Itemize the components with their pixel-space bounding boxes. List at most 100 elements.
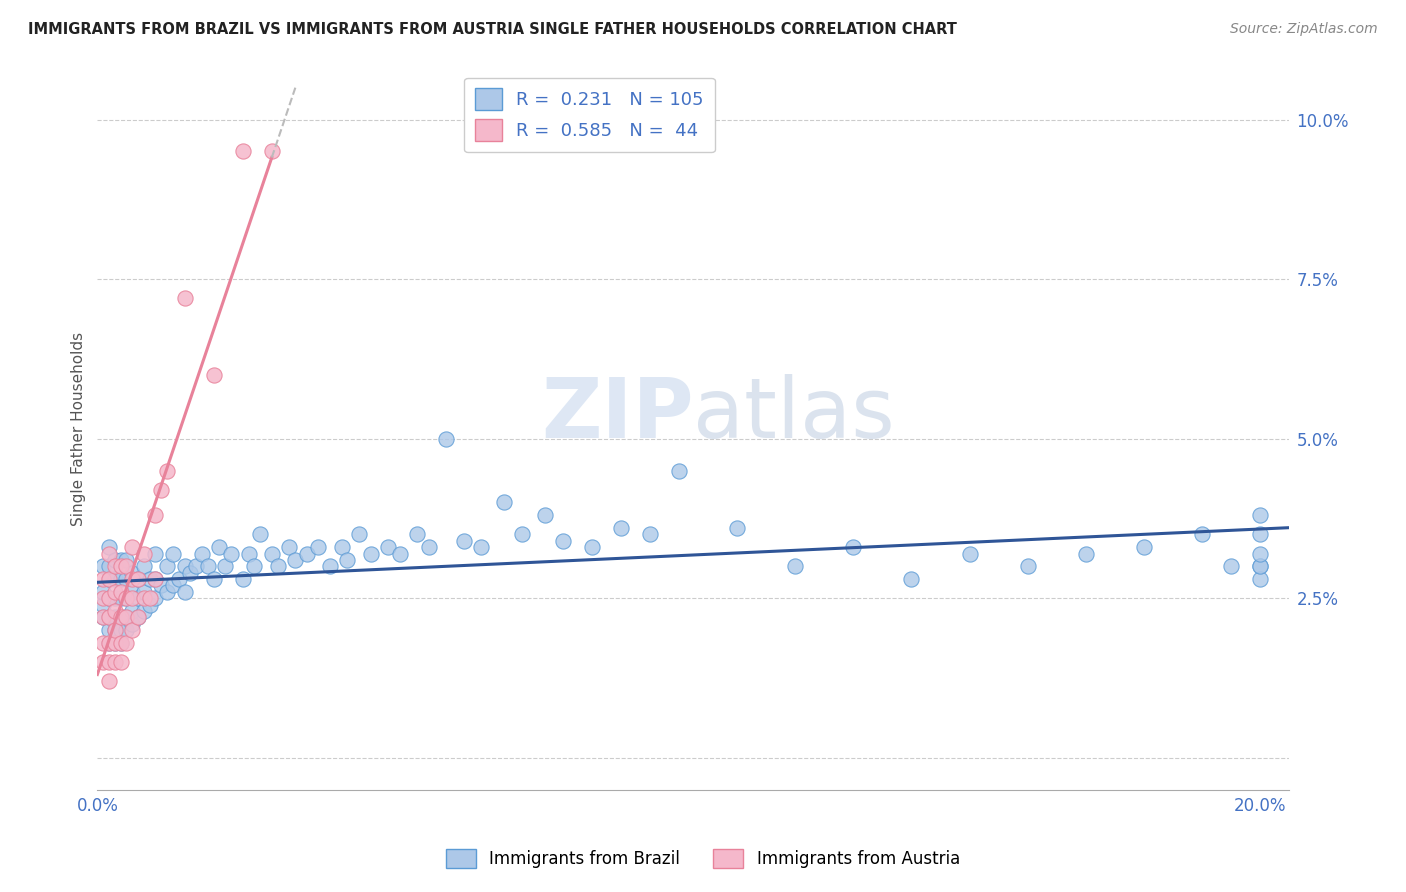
Point — [167, 572, 190, 586]
Point — [98, 540, 121, 554]
Point — [360, 547, 382, 561]
Point — [98, 636, 121, 650]
Point — [145, 547, 167, 561]
Point — [110, 655, 132, 669]
Point — [127, 572, 149, 586]
Point — [319, 559, 342, 574]
Point — [145, 591, 167, 606]
Point — [104, 610, 127, 624]
Point — [115, 610, 138, 624]
Point — [406, 527, 429, 541]
Point — [494, 495, 516, 509]
Legend: R =  0.231   N = 105, R =  0.585   N =  44: R = 0.231 N = 105, R = 0.585 N = 44 — [464, 78, 714, 153]
Point — [150, 483, 173, 497]
Point — [104, 636, 127, 650]
Point — [470, 540, 492, 554]
Point — [91, 591, 114, 606]
Point — [900, 572, 922, 586]
Point — [121, 566, 143, 580]
Point — [104, 636, 127, 650]
Point — [156, 559, 179, 574]
Point — [266, 559, 288, 574]
Point — [173, 291, 195, 305]
Point — [121, 616, 143, 631]
Point — [132, 591, 155, 606]
Point — [208, 540, 231, 554]
Point — [91, 636, 114, 650]
Point — [842, 540, 865, 554]
Point — [238, 547, 260, 561]
Point — [110, 610, 132, 624]
Text: ZIP: ZIP — [541, 374, 693, 455]
Legend: Immigrants from Brazil, Immigrants from Austria: Immigrants from Brazil, Immigrants from … — [439, 842, 967, 875]
Point — [104, 584, 127, 599]
Point — [214, 559, 236, 574]
Text: Source: ZipAtlas.com: Source: ZipAtlas.com — [1230, 22, 1378, 37]
Point — [110, 584, 132, 599]
Point — [668, 464, 690, 478]
Point — [115, 591, 138, 606]
Point — [98, 636, 121, 650]
Point — [132, 547, 155, 561]
Point — [91, 584, 114, 599]
Point — [104, 623, 127, 637]
Point — [91, 598, 114, 612]
Point — [347, 527, 370, 541]
Point — [98, 623, 121, 637]
Point — [284, 553, 307, 567]
Point — [110, 623, 132, 637]
Point — [186, 559, 208, 574]
Point — [260, 547, 283, 561]
Point — [121, 591, 143, 606]
Point — [98, 591, 121, 606]
Point — [260, 145, 283, 159]
Point — [156, 584, 179, 599]
Point — [98, 591, 121, 606]
Point — [104, 553, 127, 567]
Point — [162, 547, 184, 561]
Point — [249, 527, 271, 541]
Point — [609, 521, 631, 535]
Point — [191, 547, 214, 561]
Point — [121, 540, 143, 554]
Point — [132, 604, 155, 618]
Point — [121, 604, 143, 618]
Point — [104, 591, 127, 606]
Point — [115, 553, 138, 567]
Point — [197, 559, 219, 574]
Point — [1249, 547, 1271, 561]
Point — [110, 559, 132, 574]
Point — [138, 591, 160, 606]
Point — [115, 623, 138, 637]
Point — [110, 591, 132, 606]
Point — [307, 540, 329, 554]
Point — [115, 610, 138, 624]
Point — [115, 572, 138, 586]
Point — [104, 559, 127, 574]
Point — [115, 591, 138, 606]
Point — [104, 623, 127, 637]
Point — [98, 610, 121, 624]
Point — [121, 584, 143, 599]
Point — [377, 540, 399, 554]
Point — [1017, 559, 1039, 574]
Point — [1074, 547, 1097, 561]
Point — [453, 533, 475, 548]
Point — [104, 572, 127, 586]
Point — [162, 578, 184, 592]
Point — [510, 527, 533, 541]
Point — [138, 572, 160, 586]
Point — [145, 572, 167, 586]
Point — [91, 610, 114, 624]
Point — [295, 547, 318, 561]
Point — [98, 559, 121, 574]
Point — [150, 578, 173, 592]
Point — [115, 636, 138, 650]
Point — [98, 655, 121, 669]
Point — [145, 572, 167, 586]
Point — [104, 604, 127, 618]
Text: IMMIGRANTS FROM BRAZIL VS IMMIGRANTS FROM AUSTRIA SINGLE FATHER HOUSEHOLDS CORRE: IMMIGRANTS FROM BRAZIL VS IMMIGRANTS FRO… — [28, 22, 957, 37]
Point — [91, 610, 114, 624]
Point — [725, 521, 748, 535]
Point — [121, 623, 143, 637]
